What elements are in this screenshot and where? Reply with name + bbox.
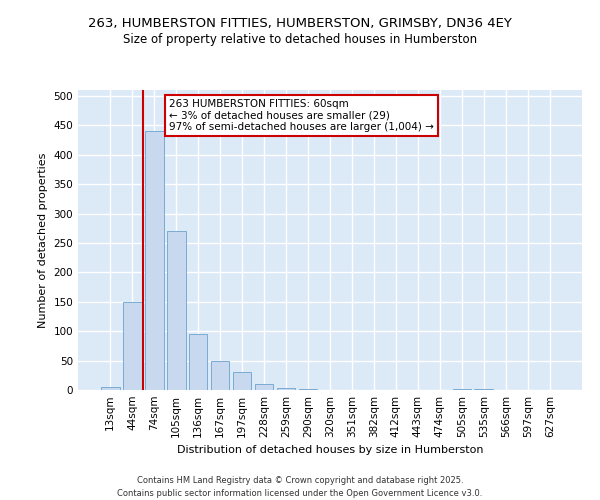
Text: Contains HM Land Registry data © Crown copyright and database right 2025.
Contai: Contains HM Land Registry data © Crown c…: [118, 476, 482, 498]
Text: 263 HUMBERSTON FITTIES: 60sqm
← 3% of detached houses are smaller (29)
97% of se: 263 HUMBERSTON FITTIES: 60sqm ← 3% of de…: [169, 99, 434, 132]
Bar: [299, 389, 317, 390]
Bar: [277, 388, 295, 390]
Y-axis label: Number of detached properties: Number of detached properties: [38, 152, 48, 328]
Text: 263, HUMBERSTON FITTIES, HUMBERSTON, GRIMSBY, DN36 4EY: 263, HUMBERSTON FITTIES, HUMBERSTON, GRI…: [88, 18, 512, 30]
Bar: [475, 389, 493, 390]
Bar: [233, 372, 251, 390]
Bar: [189, 334, 208, 390]
Bar: [255, 384, 274, 390]
Bar: [101, 387, 119, 390]
Bar: [167, 231, 185, 390]
Text: Size of property relative to detached houses in Humberston: Size of property relative to detached ho…: [123, 32, 477, 46]
Bar: [145, 131, 164, 390]
X-axis label: Distribution of detached houses by size in Humberston: Distribution of detached houses by size …: [177, 446, 483, 456]
Bar: [211, 360, 229, 390]
Bar: [452, 389, 471, 390]
Bar: [123, 302, 142, 390]
